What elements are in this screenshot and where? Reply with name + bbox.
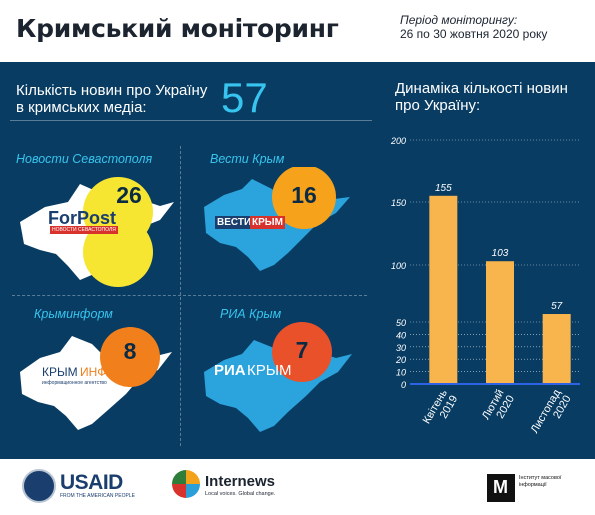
y-tick-label: 40: [396, 330, 406, 340]
monitoring-period: Період моніторингу: 26 по 30 жовтня 2020…: [400, 13, 547, 41]
count-ria: 7: [295, 337, 309, 363]
summary-value: 57: [221, 74, 268, 121]
usaid-tagline: FROM THE AMERICAN PEOPLE: [60, 493, 135, 499]
media-name-vesti: Вести Крым: [210, 152, 285, 166]
x-tick-label: Квітень2019: [421, 387, 461, 432]
x-tick-label: Листопад2020: [529, 387, 574, 441]
internews-logo: Internews: [205, 473, 276, 490]
y-tick-label: 0: [401, 380, 406, 390]
crimea-map-4: [204, 322, 352, 432]
y-tick-label: 20: [395, 355, 406, 365]
logo-vesti: ВЕСТИ: [215, 216, 254, 229]
logo-kryminform-sub: информационное агентство: [42, 380, 107, 386]
logo-kryminform-inform: ИНФОРМ: [80, 365, 134, 379]
media-name-kryminform: Крыминформ: [34, 307, 113, 321]
chart-title: Динаміка кількості новин про Україну:: [395, 80, 568, 114]
x-tick-label: Лютий2020: [480, 388, 517, 428]
internews-icon: [172, 470, 200, 498]
imi-mark: М: [493, 477, 508, 497]
count-vesti: 16: [291, 182, 317, 208]
y-tick-label: 10: [396, 368, 406, 378]
y-tick-label: 200: [390, 136, 406, 146]
logo-ria: РИА: [214, 362, 246, 379]
bar: [542, 314, 571, 384]
internews-tagline: Local voices. Global change.: [205, 491, 276, 497]
bar-value-label: 155: [435, 183, 452, 194]
y-tick-label: 50: [396, 318, 406, 328]
divider: [10, 120, 372, 121]
footer: USAID FROM THE AMERICAN PEOPLE Internews…: [0, 459, 595, 515]
grid-separator-horizontal: [12, 295, 367, 296]
media-name-sevastopol: Новости Севастополя: [16, 152, 153, 166]
count-sevastopol: 26: [116, 182, 142, 208]
usaid-logo: USAID: [60, 471, 123, 494]
bar: [486, 261, 514, 384]
y-tick-label: 30: [396, 343, 406, 353]
bar-chart: 0 10 20 30 40 50 100 150 200 155 Квітень2019 103 Лют…: [390, 136, 580, 441]
grid-separator-vertical: [180, 146, 181, 446]
count-kryminform: 8: [123, 338, 137, 364]
y-tick-label: 100: [391, 261, 406, 271]
infographic-panel: Кількість новин про Україну в кримських …: [0, 62, 595, 459]
bubble-ria: [272, 322, 332, 382]
page-title: Кримський моніторинг: [16, 14, 339, 43]
summary-label-line1: Кількість новин про Україну: [16, 82, 208, 99]
logo-forpost-sub: НОВОСТИ СЕВАСТОПОЛЯ: [50, 226, 118, 234]
imi-logo-icon: М: [487, 474, 515, 502]
imi-name: Інститут масової інформації: [519, 475, 562, 488]
logo-forpost: ForPost: [48, 208, 117, 228]
bubble-vesti: [272, 167, 336, 229]
logo-kryminform: КРЫМ: [42, 365, 78, 379]
bar-value-label: 103: [492, 248, 509, 259]
bar-value-label: 57: [551, 301, 563, 312]
media-name-ria: РИА Крым: [220, 307, 282, 321]
header: Кримський моніторинг Період моніторингу:…: [0, 0, 595, 62]
logo-vesti-krym: КРЫМ: [250, 216, 285, 229]
y-tick-label: 150: [391, 198, 406, 208]
usaid-seal-icon: [22, 469, 56, 503]
logo-ria-krym: КРЫМ: [247, 362, 292, 379]
crimea-map-3: [20, 327, 172, 430]
period-dates: 26 по 30 жовтня 2020 року: [400, 27, 548, 41]
period-label: Період моніторингу:: [400, 13, 518, 27]
bar: [429, 195, 458, 384]
crimea-map-2: [204, 167, 350, 271]
bubble-kryminform: [100, 327, 160, 387]
summary-label: Кількість новин про Україну в кримських …: [16, 82, 226, 116]
summary-label-line2: в кримських медіа:: [16, 99, 147, 116]
